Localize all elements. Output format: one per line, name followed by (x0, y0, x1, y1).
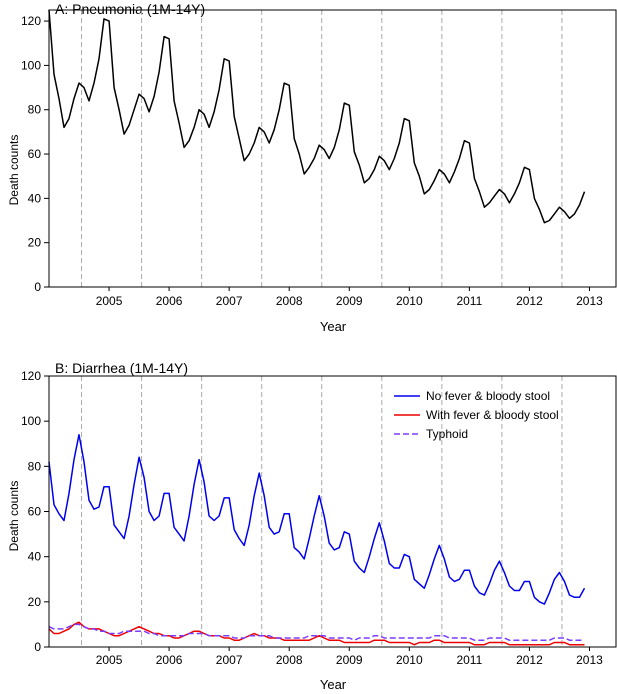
panel-a-y-label: Death counts (7, 135, 21, 206)
panel-b-x-axis: 2005 2006 2007 2008 2009 2010 2011 2012 2013 (96, 647, 603, 667)
panel-b-y-label: Death counts (7, 481, 21, 552)
x-tick-label-year: 2010 (396, 653, 423, 667)
panel-b-gridlines (81, 376, 563, 647)
panel-b-legend: No fever & bloody stool With fever & blo… (394, 389, 559, 441)
x-tick-label-year: 2012 (516, 294, 543, 308)
y-tick-label: 80 (28, 103, 42, 117)
panel-a-x-axis: 2005 2006 2007 2008 2009 2010 2011 2012 2013 (96, 287, 603, 308)
x-tick-label-year: 2005 (96, 294, 123, 308)
y-tick-label: 20 (28, 595, 42, 609)
y-tick-label: 60 (28, 147, 42, 161)
panel-b-y-axis: 0 20 40 60 80 100 120 (21, 369, 49, 654)
x-tick-label-year: 2011 (456, 653, 482, 667)
x-tick-label-year: 2005 (96, 653, 123, 667)
x-tick-label-year: 2006 (156, 653, 183, 667)
series-line-no-fever-bloody-stool (48, 433, 586, 605)
panel-b-frame (48, 375, 617, 648)
x-tick-label-year: 2009 (336, 653, 363, 667)
panel-a-frame (48, 9, 617, 288)
y-tick-label: 0 (34, 640, 41, 654)
x-tick-label-year: 2012 (516, 653, 543, 667)
x-tick-label-year: 2013 (576, 294, 603, 308)
y-tick-label: 40 (28, 550, 42, 564)
series-line-with-fever-bloody-stool (48, 621, 585, 646)
panel-a-title: A: Pneumonia (1M-14Y) (55, 1, 205, 17)
legend-label-with-fever: With fever & bloody stool (426, 408, 559, 422)
y-tick-label: 100 (21, 414, 41, 428)
x-tick-label-year: 2010 (396, 294, 423, 308)
x-tick-label-year: 2007 (216, 653, 243, 667)
x-tick-label-year: 2007 (216, 294, 243, 308)
panel-a-y-axis: 0 20 40 60 80 100 120 (21, 14, 49, 294)
x-tick-label-year: 2006 (156, 294, 183, 308)
x-tick-label-year: 2011 (456, 294, 482, 308)
panel-b-diarrhea: B: Diarrhea (1M-14Y) Death counts Year 0… (7, 360, 617, 692)
panel-b-title: B: Diarrhea (1M-14Y) (55, 360, 188, 376)
y-tick-label: 80 (28, 459, 42, 473)
panel-a-gridlines (81, 10, 563, 287)
y-tick-label: 100 (21, 58, 41, 72)
legend-label-no-fever: No fever & bloody stool (426, 389, 550, 403)
panel-b-x-label: Year (320, 677, 347, 692)
y-tick-label: 120 (21, 369, 41, 383)
x-tick-label-year: 2008 (276, 294, 303, 308)
series-line-pneumonia (48, 9, 586, 224)
panel-a-series (48, 9, 586, 224)
y-tick-label: 60 (28, 505, 42, 519)
panel-a-x-label: Year (320, 319, 347, 334)
y-tick-label: 0 (34, 280, 41, 294)
legend-label-typhoid: Typhoid (426, 427, 468, 441)
panel-a-pneumonia: A: Pneumonia (1M-14Y) Death counts Year … (7, 1, 617, 334)
y-tick-label: 120 (21, 14, 41, 28)
x-tick-label-year: 2008 (276, 653, 303, 667)
y-tick-label: 40 (28, 191, 42, 205)
x-tick-label-year: 2009 (336, 294, 363, 308)
series-line-typhoid (48, 623, 585, 641)
y-tick-label: 20 (28, 236, 42, 250)
x-tick-label-year: 2013 (576, 653, 603, 667)
panel-b-series (48, 433, 586, 646)
